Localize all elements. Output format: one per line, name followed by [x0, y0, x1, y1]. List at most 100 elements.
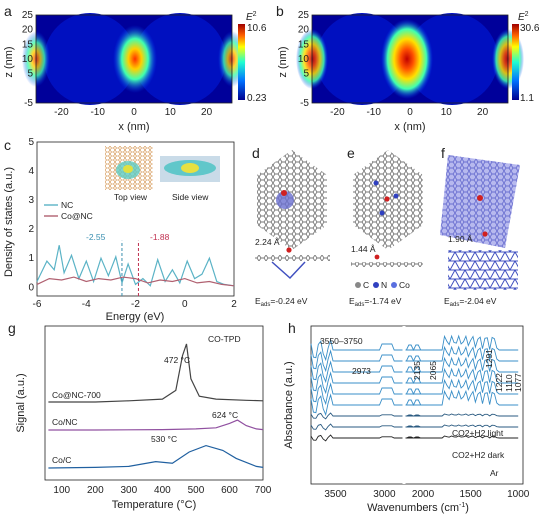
x-tick-label: -10 — [366, 107, 381, 118]
top-view-label: Top view — [114, 192, 148, 202]
colorbar-title: E2 — [246, 11, 257, 23]
annot-2065: 2065 — [428, 361, 438, 380]
panel-b: b E2 30.6 1.1 25 20 15 10 5 -5 -20 -10 0 10 20 x … — [276, 3, 540, 133]
y-tick-label: 5 — [303, 69, 309, 80]
y-tick-label: 15 — [298, 39, 310, 50]
plot-area — [44, 325, 264, 481]
x-tick-label: 1000 — [507, 489, 530, 500]
x-axis-label: x (nm) — [118, 121, 149, 133]
y-axis-label: z (nm) — [277, 46, 289, 77]
svg-text:Co: Co — [399, 280, 410, 290]
panel-label: h — [288, 320, 296, 336]
series-co-nc — [36, 276, 235, 287]
x-tick-label: 20 — [477, 107, 489, 118]
series-co-c — [48, 444, 264, 469]
annot-2973: 2973 — [352, 366, 371, 376]
x-tick-label: 1500 — [460, 489, 483, 500]
x-tick-label: 10 — [165, 107, 177, 118]
annot-1077: 1077 — [513, 373, 523, 392]
graphene-side-view — [351, 262, 423, 267]
chart-title: CO-TPD — [208, 334, 241, 344]
plot-area — [36, 141, 235, 297]
y-tick-label: 2 — [28, 224, 34, 235]
x-ticks: 3500 3000 2000 1500 1000 — [324, 489, 529, 500]
panel-label: d — [252, 145, 260, 161]
panel-a: a E2 10.6 0.23 25 20 15 10 5 -5 -20 -10 0 10 20 x… — [3, 3, 267, 133]
annot-1222: 1222 — [494, 373, 504, 392]
panel-d: d 2.24 Å Eads=-0.24 eV — [252, 145, 330, 308]
y-tick-label: 25 — [22, 10, 34, 21]
x-ticks: 100 200 300 400 500 600 700 — [53, 485, 271, 496]
x-tick-label: -20 — [330, 107, 345, 118]
plot-area — [310, 325, 524, 485]
y-tick-label: 10 — [298, 54, 310, 65]
y-tick-label: 20 — [298, 25, 310, 36]
series-label-co-nc: Co/NC — [52, 417, 78, 427]
x-tick-label: 3500 — [324, 489, 347, 500]
y-tick-label: 15 — [22, 39, 34, 50]
gap-hotspot — [381, 19, 433, 99]
series-label-co-nc-700: Co@NC-700 — [52, 390, 101, 400]
panel-label: e — [347, 145, 355, 161]
x-axis-label: Wavenumbers (cm-1) — [367, 502, 469, 514]
panel-g: g CO-TPD Co@NC-700 Co/NC Co/C 472 °C 624… — [8, 320, 272, 511]
x-tick-label: -10 — [90, 107, 105, 118]
colorbar-min: 1.1 — [520, 93, 534, 104]
particle-right — [406, 13, 498, 105]
tpd-series — [48, 343, 264, 469]
x-tick-label: 200 — [87, 485, 104, 496]
series-nc — [36, 245, 235, 287]
svg-text:N: N — [381, 280, 387, 290]
co-slab-side-view — [448, 250, 518, 290]
cond-light: CO2+H2 light — [452, 428, 504, 438]
x-tick-label: 100 — [53, 485, 70, 496]
y-axis-label: Absorbance (a.u.) — [283, 361, 295, 448]
y-axis-label: Density of states (a.u.) — [3, 167, 15, 277]
y-tick-label: 25 — [298, 10, 310, 21]
peak-label-472: 472 °C — [164, 355, 190, 365]
y-ticks: 25 20 15 10 5 -5 — [298, 10, 310, 109]
svg-text:C: C — [363, 280, 369, 290]
y-tick-label: 10 — [22, 54, 34, 65]
x-tick-label: 600 — [221, 485, 238, 496]
dos-series — [36, 240, 235, 296]
x-ticks: -6 -4 -2 0 2 — [33, 299, 238, 310]
panel-h: h 3550–3750 2973 2135 2065 1291 1222 111… — [283, 320, 530, 514]
y-ticks: 25 20 15 10 5 -5 — [22, 10, 34, 109]
annot-nc-center: -2.55 — [86, 232, 106, 242]
colorbar-title: E2 — [518, 11, 529, 23]
y-tick-label: 3 — [28, 195, 34, 206]
panel-c: c Top view Side view NC Co@NC -2.55 -1.8… — [3, 137, 237, 323]
panel-label: b — [276, 3, 284, 19]
annot-1291: 1291 — [484, 349, 494, 368]
y-axis-label: z (nm) — [3, 46, 15, 77]
adsorption-distance: 1.44 Å — [351, 244, 376, 254]
annot-2135: 2135 — [412, 361, 422, 380]
particle-left — [44, 13, 136, 105]
spectrum-trace — [310, 389, 519, 417]
x-tick-label: 10 — [441, 107, 453, 118]
x-tick-label: -4 — [82, 299, 91, 310]
x-tick-label: 0 — [131, 107, 137, 118]
y-axis-label: Signal (a.u.) — [15, 373, 27, 432]
particle-left — [316, 13, 408, 105]
x-tick-label: -2 — [131, 299, 140, 310]
x-axis-label: Temperature (°C) — [112, 499, 196, 511]
y-tick-label: 5 — [28, 137, 34, 148]
spectrum-trace — [310, 434, 519, 442]
annot-1110: 1110 — [504, 374, 514, 392]
y-tick-label: 5 — [27, 69, 33, 80]
gap-hotspot — [113, 25, 157, 93]
particle-right — [134, 13, 226, 105]
spectrum-trace — [310, 423, 519, 431]
adsorption-energy: Eads=-0.24 eV — [255, 296, 308, 308]
x-tick-label: 400 — [154, 485, 171, 496]
peak-label-624: 624 °C — [212, 410, 238, 420]
legend-nc: NC — [61, 200, 73, 210]
legend-co-nc: Co@NC — [61, 211, 93, 221]
y-tick-label: -5 — [24, 98, 33, 109]
spectrum-trace — [310, 356, 519, 384]
x-tick-label: -6 — [33, 299, 42, 310]
x-tick-label: 2 — [231, 299, 237, 310]
